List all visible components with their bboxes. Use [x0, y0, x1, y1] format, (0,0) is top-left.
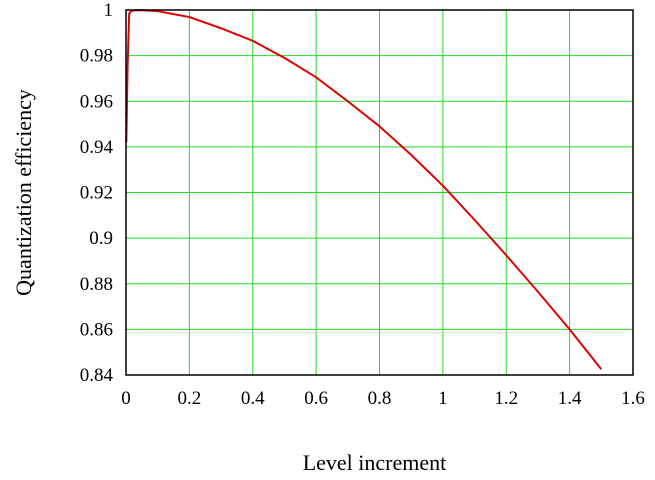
- y-tick-labels: 0.84 0.86 0.88 0.9 0.92 0.94 0.96 0.98 1: [80, 0, 114, 386]
- series-line-0: [125, 9, 603, 370]
- x-tick-label-6: 1.2: [494, 388, 518, 409]
- x-tick-label-1: 0.2: [178, 388, 202, 409]
- x-tick-label-2: 0.4: [241, 388, 265, 409]
- y-tick-label-1: 0.86: [80, 319, 113, 340]
- x-tick-label-5: 1: [438, 388, 448, 409]
- x-tick-label-3: 0.6: [304, 388, 328, 409]
- y-tick-label-3: 0.9: [89, 228, 113, 249]
- y-tick-label-7: 0.98: [80, 46, 113, 67]
- x-tick-label-7: 1.4: [558, 388, 582, 409]
- y-tick-label-6: 0.96: [80, 91, 113, 112]
- y-tick-label-5: 0.94: [80, 137, 114, 158]
- plot-frame: [125, 9, 634, 376]
- x-axis-title: Level increment: [303, 450, 447, 475]
- series-layer: [125, 9, 603, 370]
- x-tick-label-8: 1.6: [621, 388, 645, 409]
- x-tick-labels: 0 0.2 0.4 0.6 0.8 1 1.2 1.4 1.6: [121, 388, 645, 409]
- y-tick-label-4: 0.92: [80, 183, 113, 204]
- y-tick-label-0: 0.84: [80, 365, 114, 386]
- y-tick-label-8: 1: [104, 0, 114, 21]
- x-tick-label-0: 0: [121, 388, 131, 409]
- y-tick-label-2: 0.88: [80, 274, 113, 295]
- grid: [125, 9, 634, 376]
- y-axis-title: Quantization efficiency: [11, 89, 36, 296]
- x-tick-label-4: 0.8: [368, 388, 392, 409]
